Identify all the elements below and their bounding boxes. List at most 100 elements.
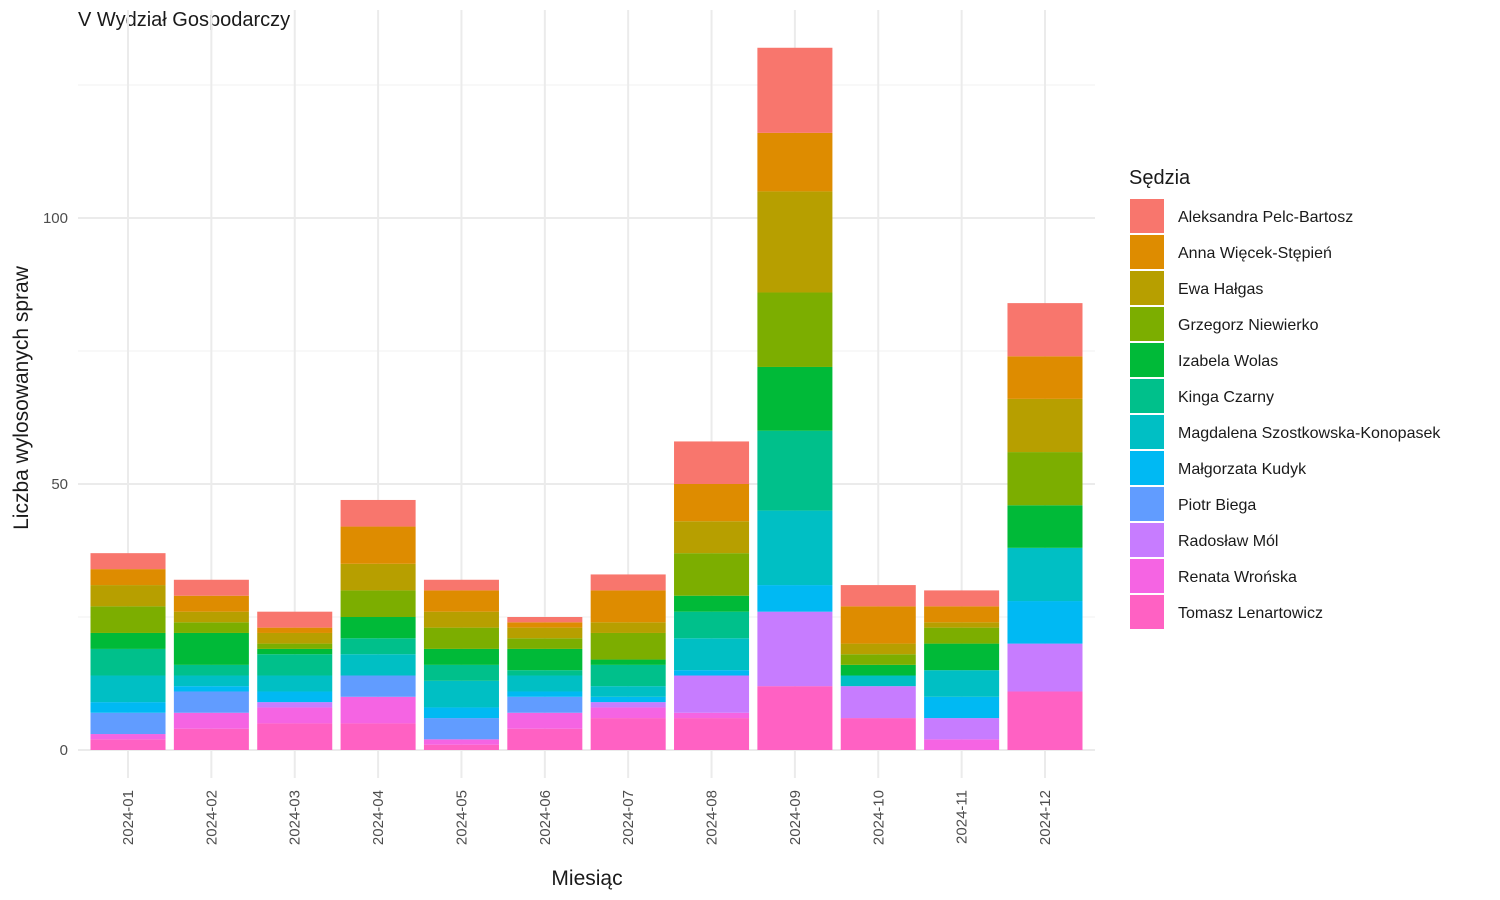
bar-segment [757,611,833,687]
y-tick-label: 0 [60,742,68,759]
bar-segment [90,606,166,633]
x-tick-label: 2024-09 [787,790,804,845]
bar-segment [924,696,1000,719]
bar-segment [340,590,416,617]
bar-segment [90,569,166,586]
bar-segment [1007,303,1083,357]
bar-segment [257,627,333,633]
bar-segment [423,718,499,740]
bar-segment [507,691,583,697]
bar-segment [840,643,916,655]
bar-segment [507,728,583,750]
bar-segment [340,617,416,639]
bar-segment [924,590,1000,607]
bar-segment [507,670,583,676]
x-tick-label: 2024-08 [704,790,721,845]
legend: Aleksandra Pelc-Bartosz Anna Więcek-Stępi… [1130,199,1441,629]
bar-segment [757,47,833,133]
bar-segment [757,132,833,192]
bar-segment [840,654,916,665]
bar-segment [173,579,249,596]
bar-segment [173,632,249,665]
bar-segment [257,691,333,703]
legend-key [1130,307,1164,341]
bar-segment [757,510,833,586]
bar-segment [90,739,166,750]
chart-title: V Wydział Gospodarczy [78,9,290,31]
bar-segment [423,627,499,649]
x-tick-label: 2024-05 [453,790,470,845]
bar-segment [840,664,916,676]
bar-segment [840,606,916,644]
bar-segment [340,696,416,724]
bar-segment [173,611,249,623]
bar-segment [674,675,750,713]
bar-segment [507,622,583,628]
bar-segment [90,585,166,607]
bar-segment [590,718,666,750]
bar-segment [507,627,583,639]
legend-label: Radosław Mól [1178,533,1278,550]
bar-segment [590,632,666,660]
bar-segment [674,712,750,719]
legend-key [1130,379,1164,413]
y-axis-ticks: 0 50 100 [43,210,68,759]
legend-label: Izabela Wolas [1178,353,1278,370]
bar-segment [173,686,249,692]
legend-key [1130,271,1164,305]
bar-segment [340,638,416,655]
bar-segment [924,718,1000,740]
legend-label: Magdalena Szostkowska-Konopasek [1178,425,1441,442]
legend-title: Sędzia [1129,167,1191,189]
bar-segment [674,611,750,639]
bar-segment [340,563,416,591]
bar-segment [257,643,333,649]
bar-segment [257,648,333,655]
bar-segment [257,702,333,708]
bar-segment [173,675,249,687]
legend-label: Ewa Hałgas [1178,281,1263,298]
legend-label: Aleksandra Pelc-Bartosz [1178,209,1353,226]
bar-segment [590,622,666,633]
x-tick-label: 2024-10 [870,790,887,845]
bar-segment [507,648,583,671]
bar-segment [423,590,499,612]
bar-segment [1007,547,1083,602]
bar-segment [757,292,833,367]
bar-segment [507,617,583,623]
bar-segment [90,632,166,649]
bar-segment [674,521,750,554]
legend-key [1130,559,1164,593]
bar-segment [423,648,499,665]
legend-key [1130,235,1164,269]
bar-segment [924,739,1000,750]
bar-segment [340,499,416,527]
x-tick-label: 2024-03 [287,790,304,845]
bar-segment [590,590,666,623]
x-axis-title: Miesiąc [551,867,622,890]
bar-segment [90,675,166,703]
legend-label: Tomasz Lenartowicz [1178,605,1323,622]
legend-key [1130,199,1164,233]
x-tick-label: 2024-11 [954,790,971,844]
bar-segment [590,707,666,719]
bar-segment [90,702,166,713]
bar-segment [757,191,833,293]
bar-segment [507,638,583,649]
x-tick-label: 2024-02 [203,790,220,845]
bar-segment [840,585,916,607]
bar-segment [90,648,166,676]
bar-segment [674,484,750,522]
legend-label: Anna Więcek-Stępień [1178,245,1332,262]
x-tick-label: 2024-01 [120,790,137,845]
bar-segment [674,441,750,484]
bar-segment [1007,601,1083,644]
bar-segment [340,526,416,564]
bar-segment [924,622,1000,628]
bar-segment [257,632,333,644]
bar-segment [173,712,249,729]
bar-segment [840,718,916,750]
bar-segment [90,734,166,740]
x-tick-label: 2024-06 [537,790,554,845]
